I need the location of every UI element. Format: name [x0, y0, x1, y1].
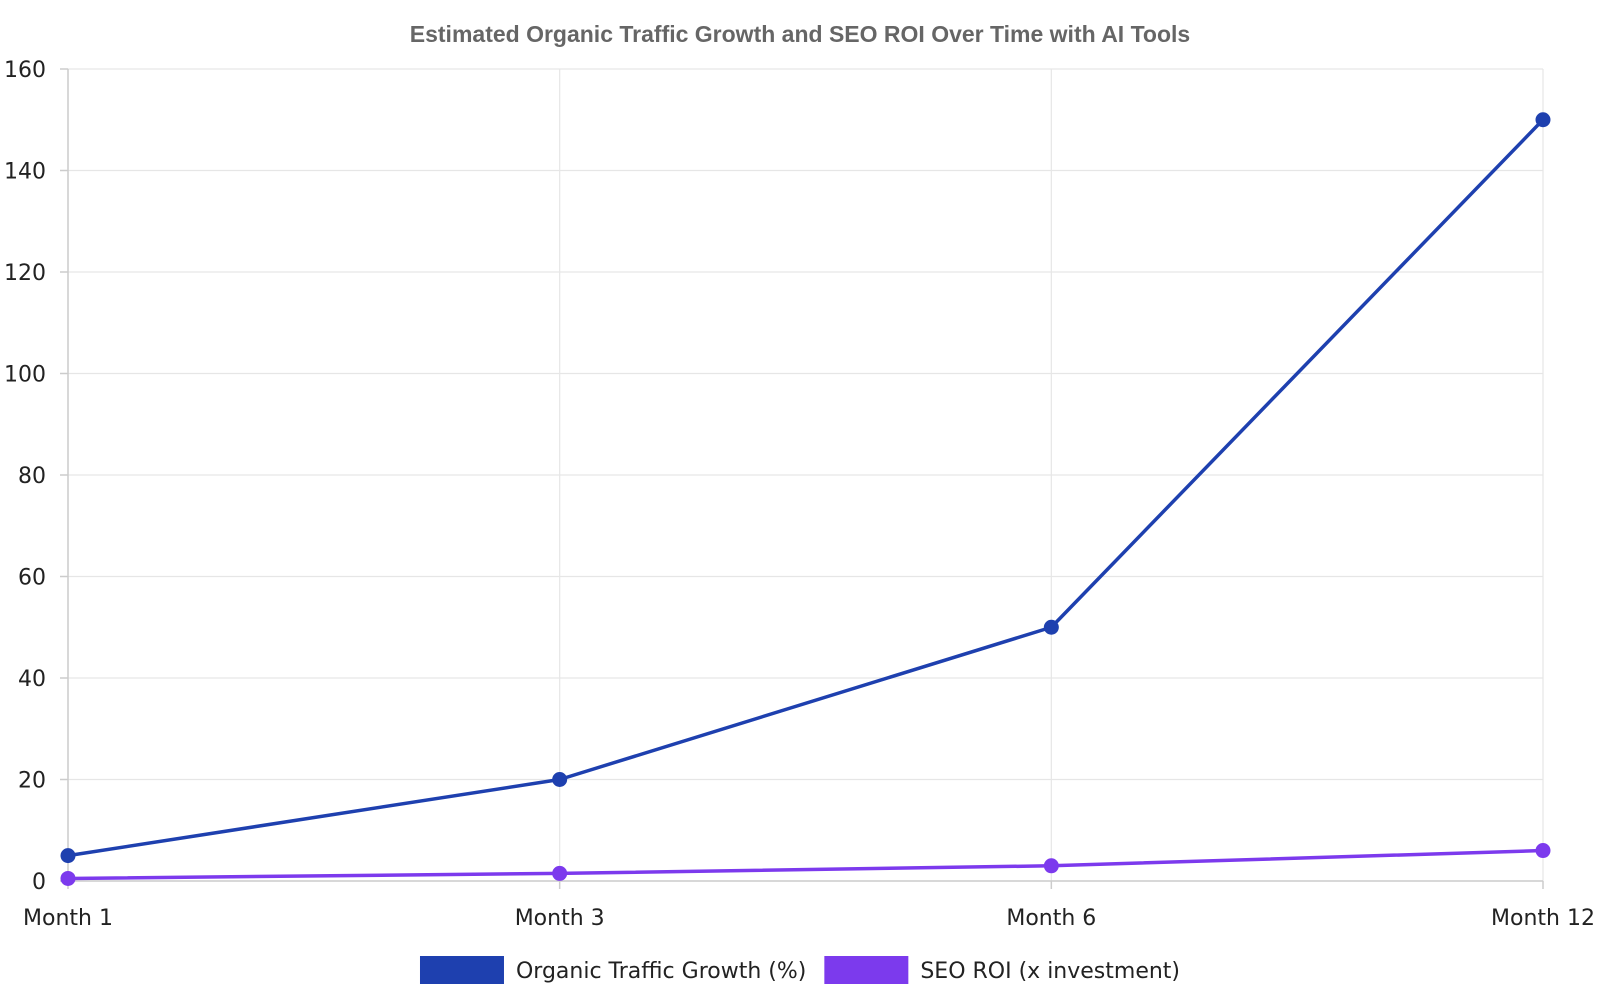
y-tick-label: 20: [18, 769, 46, 794]
y-tick-label: 0: [32, 870, 46, 895]
x-tick-label: Month 3: [515, 906, 605, 931]
data-point[interactable]: [552, 865, 568, 881]
x-tick-labels: Month 1 Month 3 Month 6 Month 12: [23, 906, 1595, 931]
x-tick-label: Month 6: [1006, 906, 1096, 931]
y-tick-labels: 0 20 40 60 80 100 120 140 160: [4, 58, 46, 895]
data-point[interactable]: [1043, 619, 1059, 635]
series-0: [60, 112, 1551, 864]
legend-label: Organic Traffic Growth (%): [516, 959, 806, 984]
series-1: [60, 843, 1551, 886]
data-point[interactable]: [1043, 858, 1059, 874]
axes: [60, 68, 1544, 889]
data-point[interactable]: [552, 772, 568, 787]
y-tick-label: 40: [18, 667, 46, 692]
chart-title: Estimated Organic Traffic Growth and SEO…: [410, 21, 1190, 47]
legend-item[interactable]: SEO ROI (x investment): [824, 956, 1180, 984]
data-point[interactable]: [60, 870, 76, 886]
y-tick-label: 60: [18, 566, 46, 591]
data-point[interactable]: [60, 848, 76, 864]
y-tick-label: 100: [4, 363, 46, 388]
y-tick-label: 120: [4, 261, 46, 286]
grid-lines: [68, 68, 1544, 881]
legend-swatch: [824, 956, 909, 984]
y-tick-label: 140: [4, 160, 46, 185]
legend-label: SEO ROI (x investment): [920, 959, 1180, 984]
legend: Organic Traffic Growth (%) SEO ROI (x inv…: [419, 956, 1180, 984]
data-point[interactable]: [1535, 112, 1551, 128]
series-line: [67, 118, 1545, 858]
y-tick-label: 80: [18, 464, 46, 489]
data-point[interactable]: [1535, 843, 1551, 859]
x-tick-label: Month 12: [1491, 906, 1595, 931]
legend-swatch: [419, 956, 504, 984]
y-tick-label: 160: [4, 58, 46, 83]
series-line: [67, 848, 1544, 881]
series-lines: [60, 112, 1551, 886]
legend-item[interactable]: Organic Traffic Growth (%): [419, 956, 806, 984]
x-tick-label: Month 1: [23, 906, 113, 931]
